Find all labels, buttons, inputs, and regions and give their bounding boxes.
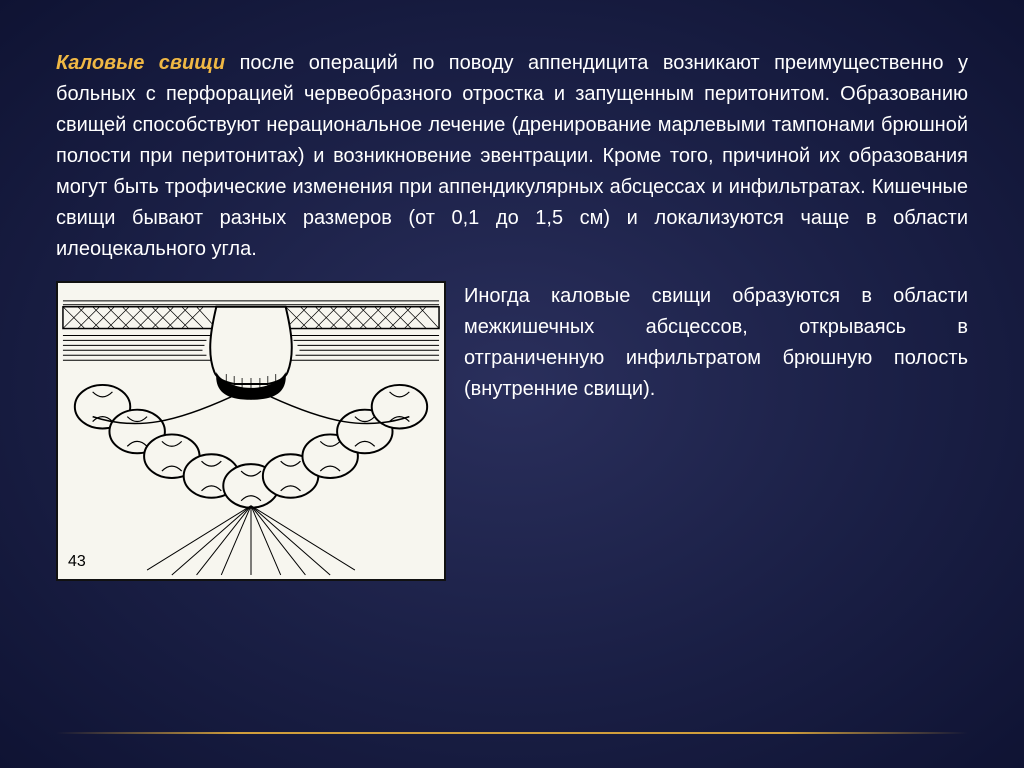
- paragraph-1: Каловые свищи после операций по поводу а…: [56, 48, 968, 265]
- figure-number: 43: [68, 553, 86, 571]
- decorative-rule: [56, 732, 968, 734]
- medical-figure: 43: [56, 281, 446, 581]
- heading-term: Каловые свищи: [56, 52, 225, 74]
- content-row: 43 Иногда каловые свищи образуются в обл…: [56, 281, 968, 581]
- paragraph-2: Иногда каловые свищи образуются в област…: [464, 281, 968, 405]
- paragraph-1-text: после операций по поводу аппендицита воз…: [56, 52, 968, 260]
